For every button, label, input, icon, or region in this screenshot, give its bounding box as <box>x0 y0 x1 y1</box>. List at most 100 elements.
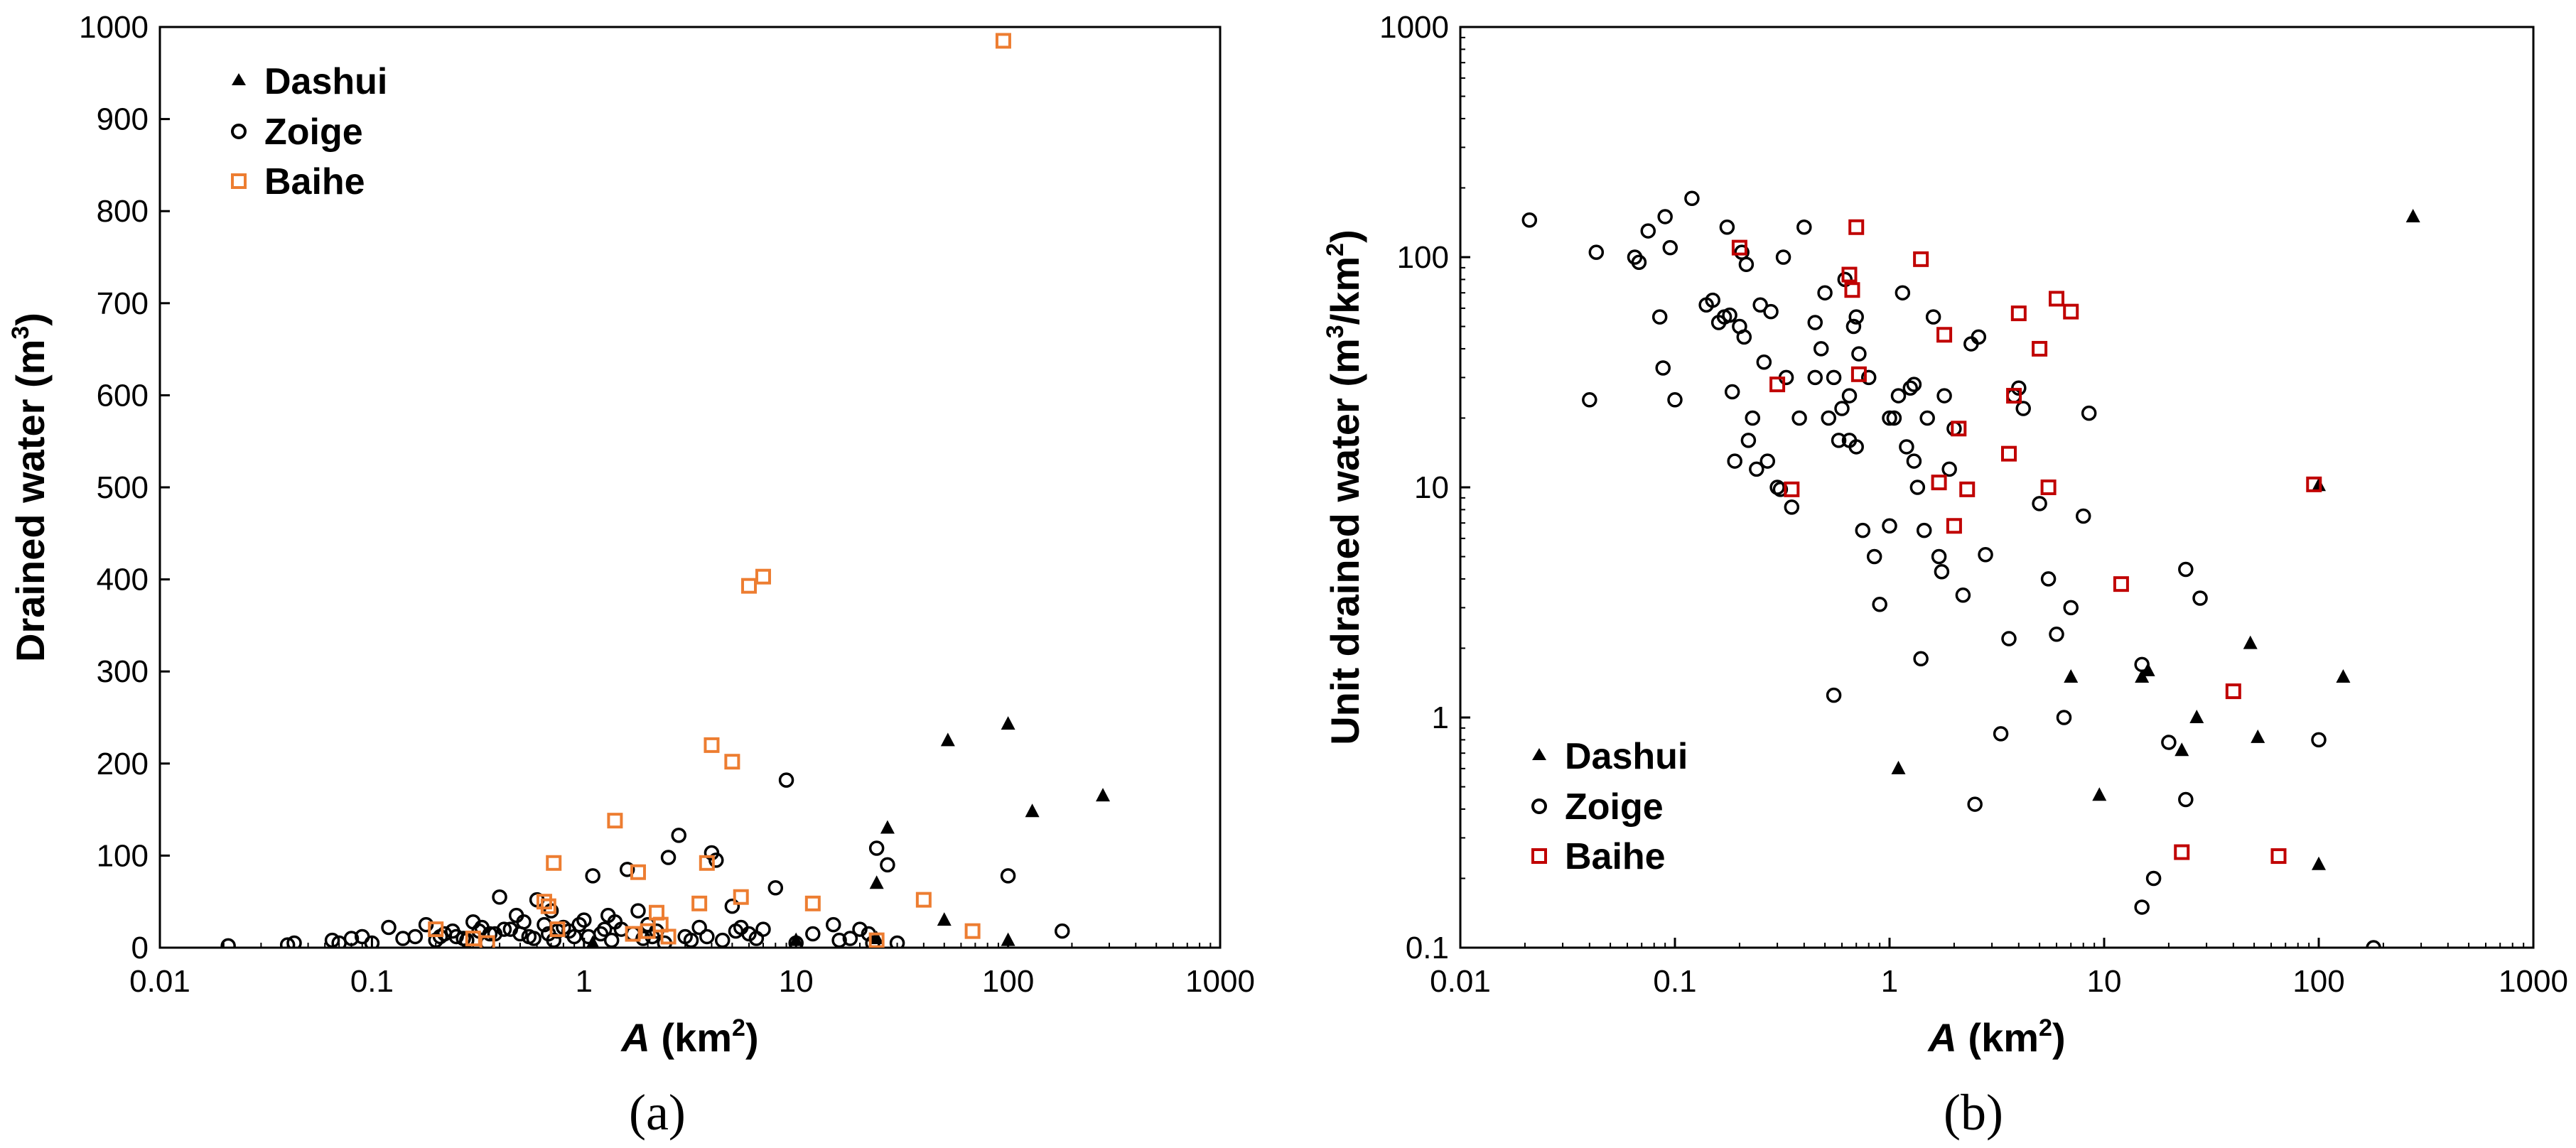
point-baihe <box>549 921 566 938</box>
point-zoige <box>1821 410 1836 426</box>
point-zoige <box>1662 239 1678 256</box>
point-zoige <box>1909 480 1926 495</box>
y-tick-label: 100 <box>97 838 149 873</box>
point-zoige <box>1724 384 1740 400</box>
point-zoige <box>767 880 784 896</box>
point-baihe <box>1848 219 1865 235</box>
x-tick-label: 10 <box>779 964 814 999</box>
point-zoige <box>1895 285 1911 300</box>
point-baihe <box>2225 683 2241 700</box>
chart-a-y-axis-label: Drained water (m3) <box>7 313 53 662</box>
point-zoige <box>1831 433 1847 448</box>
legend-b-zoige-marker <box>1531 798 1547 814</box>
y-tick-label: 900 <box>97 102 149 137</box>
point-zoige <box>1640 223 1656 239</box>
point-baihe <box>1959 481 1976 497</box>
point-zoige <box>1925 309 1941 325</box>
point-baihe <box>733 889 749 905</box>
point-zoige <box>1899 439 1914 455</box>
point-zoige <box>1902 380 1919 396</box>
point-zoige <box>571 916 587 933</box>
point-zoige <box>596 921 613 937</box>
point-zoige <box>381 919 397 936</box>
point-zoige <box>842 931 858 946</box>
point-zoige <box>482 926 498 942</box>
point-zoige <box>1841 388 1858 404</box>
chart-b-panel-label: (b) <box>1944 1084 2003 1141</box>
x-tick-label: 10 <box>2087 964 2122 999</box>
point-zoige <box>1860 369 1877 386</box>
point-dashui <box>2312 477 2326 492</box>
point-zoige <box>805 926 821 942</box>
point-zoige <box>1886 410 1902 426</box>
chart-a-x-axis-label: A (km2) <box>620 1014 758 1060</box>
point-zoige <box>1851 346 1867 362</box>
point-zoige <box>1807 369 1823 386</box>
point-zoige <box>1971 329 1987 345</box>
point-baihe <box>1913 251 1929 267</box>
point-baihe <box>1946 518 1962 534</box>
point-baihe <box>741 578 758 594</box>
point-zoige <box>868 840 885 856</box>
point-zoige <box>407 928 424 945</box>
legend-a-zoige-marker <box>231 124 247 139</box>
point-baihe <box>724 754 740 770</box>
point-zoige <box>1845 318 1862 335</box>
point-zoige <box>1740 433 1757 448</box>
legend-a-baihe-marker <box>231 173 247 189</box>
point-zoige <box>1582 392 1597 408</box>
point-zoige <box>585 868 600 884</box>
point-zoige <box>2192 590 2208 606</box>
point-zoige <box>1955 587 1971 603</box>
point-baihe <box>1731 239 1747 256</box>
point-zoige <box>1866 548 1882 565</box>
legend-a-dashui-marker <box>232 73 246 85</box>
point-baihe <box>691 895 708 911</box>
point-zoige <box>1882 410 1897 426</box>
point-zoige <box>1946 421 1962 437</box>
point-zoige <box>660 850 677 865</box>
point-zoige <box>1934 564 1950 580</box>
point-zoige <box>1784 499 1800 515</box>
point-zoige <box>603 932 620 948</box>
point-zoige <box>2063 600 2079 616</box>
point-zoige <box>691 919 707 936</box>
point-dashui <box>1891 760 1906 774</box>
point-zoige <box>1521 212 1538 228</box>
point-zoige <box>1000 868 1016 884</box>
legend-a-zoige-label: Zoige <box>264 112 363 153</box>
point-zoige <box>880 857 895 873</box>
point-baihe <box>755 568 771 585</box>
y-tick-label: 400 <box>97 563 149 597</box>
point-zoige <box>1919 410 1935 426</box>
point-zoige <box>1759 453 1776 469</box>
chart-b-points <box>1521 190 2420 948</box>
point-dashui <box>2064 668 2079 683</box>
point-baihe <box>2063 303 2079 320</box>
x-tick-label: 1000 <box>1185 964 1255 999</box>
x-tick-label: 100 <box>2292 964 2344 999</box>
point-zoige <box>1826 687 1842 703</box>
point-dashui <box>1025 803 1040 818</box>
point-zoige <box>1872 597 1887 612</box>
x-tick-label: 1000 <box>2499 964 2568 999</box>
chart-b-y-axis-label: Unit drained water (m3/km2) <box>1322 229 1367 745</box>
chart-b-x-axis-label: A (km2) <box>1926 1014 2065 1060</box>
point-dashui <box>1001 716 1015 730</box>
point-zoige <box>2049 627 2064 642</box>
legend-b-zoige-label: Zoige <box>1565 786 1664 828</box>
x-tick-label: 0.1 <box>350 964 394 999</box>
point-zoige <box>2161 735 2177 750</box>
y-tick-label: 1000 <box>1379 10 1449 45</box>
point-baihe <box>915 892 932 908</box>
point-zoige <box>418 916 434 933</box>
point-zoige <box>2015 401 2031 416</box>
point-zoige <box>755 921 771 937</box>
point-zoige <box>1941 461 1957 477</box>
point-baihe <box>2113 576 2129 592</box>
point-baihe <box>536 894 552 910</box>
point-zoige <box>279 937 296 948</box>
y-tick-label: 500 <box>97 470 149 505</box>
point-zoige <box>1906 377 1922 392</box>
